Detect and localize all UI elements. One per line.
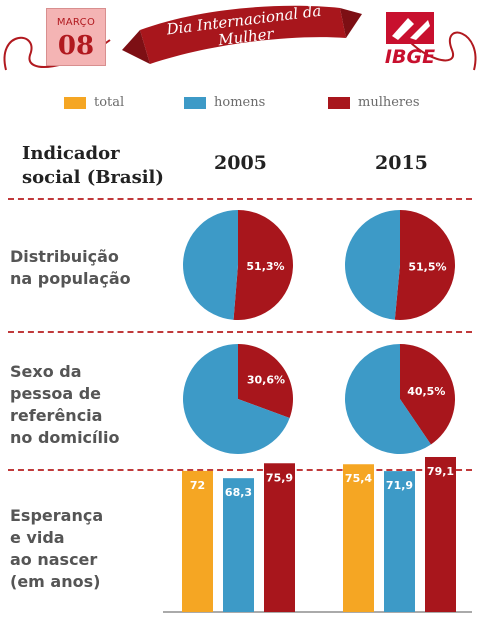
pie-slice-homens	[345, 210, 400, 320]
row-label-line: pessoa de	[10, 384, 102, 403]
row-divider	[8, 198, 472, 200]
row-label-line: no domicílio	[10, 428, 120, 447]
bar-total-2015	[343, 464, 374, 612]
bar-mulheres-2015	[425, 456, 456, 612]
bar-data-label: 79,1	[427, 465, 454, 478]
row-label-line: (em anos)	[10, 572, 101, 591]
bar-homens-2015	[384, 471, 415, 612]
banner-tail-right	[340, 8, 362, 38]
row-divider	[8, 331, 472, 333]
pie-slice-mulheres	[400, 344, 456, 445]
pie-data-label: 51,5%	[408, 260, 446, 273]
row-divider	[8, 469, 472, 471]
ibge-logo-icon	[386, 12, 434, 44]
row-label-esperanca: Esperança e vida ao nascer (em anos)	[10, 505, 103, 593]
row-label-line: referência	[10, 406, 103, 425]
calendar-badge: MARÇO 08	[46, 8, 106, 66]
pie-data-label: 30,6%	[247, 373, 285, 386]
bar-data-label: 72	[190, 479, 205, 492]
legend-label-total: total	[94, 95, 125, 110]
pie-data-label: 40,5%	[407, 385, 445, 398]
pie-slice-homens	[183, 210, 238, 320]
row-label-line: e vida	[10, 528, 65, 547]
pie-slice-mulheres	[238, 344, 293, 418]
legend-swatch-homens	[184, 97, 206, 109]
row-label-line: ao nascer	[10, 550, 98, 569]
bar-data-label: 68,3	[225, 486, 252, 499]
indicator-header-line1: Indicador	[22, 143, 120, 164]
row-label-line: Esperança	[10, 506, 104, 525]
calendar-month: MARÇO	[56, 17, 96, 28]
calendar-day: 08	[57, 31, 95, 61]
banner-tail-left	[122, 30, 150, 64]
year-header-2005: 2005	[214, 152, 267, 174]
bar-mulheres-2005	[264, 463, 295, 612]
ribbon-swirl-right	[399, 29, 477, 71]
legend-label-mulheres: mulheres	[358, 95, 420, 110]
bar-total-2005	[182, 470, 213, 612]
banner-ribbon	[140, 5, 346, 64]
year-header-2015: 2015	[375, 152, 428, 174]
bar-data-label: 75,9	[266, 471, 293, 484]
header-ribbon	[3, 5, 477, 71]
row-label-distribuicao: Distribuição na população	[10, 246, 131, 290]
pie-data-label: 51,3%	[246, 260, 284, 273]
bar-data-label: 75,4	[345, 472, 372, 485]
pie-slice-mulheres	[394, 210, 455, 320]
ibge-logo-text: IBGE	[384, 46, 436, 68]
pie-slice-homens	[183, 344, 290, 455]
legend-label-homens: homens	[214, 95, 266, 110]
legend-swatch-mulheres	[328, 97, 350, 109]
row-label-sexo-referencia: Sexo da pessoa de referência no domicíli…	[10, 361, 119, 449]
row-label-line: Sexo da	[10, 362, 82, 381]
row-label-line: na população	[10, 269, 131, 288]
indicator-column-header: Indicador social (Brasil)	[22, 142, 164, 190]
indicator-header-line2: social (Brasil)	[22, 167, 164, 188]
bar-data-label: 71,9	[386, 479, 413, 492]
legend-swatch-total	[64, 97, 86, 109]
pie-slice-mulheres	[233, 210, 294, 320]
bar-homens-2005	[223, 478, 254, 612]
row-label-line: Distribuição	[10, 247, 119, 266]
pie-slice-homens	[345, 344, 431, 454]
